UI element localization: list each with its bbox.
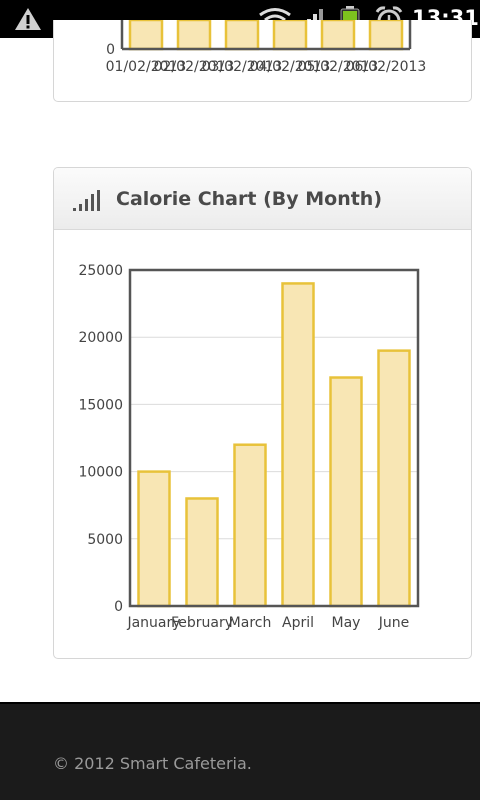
previous-chart: 01/02/201302/02/201303/02/201304/02/2013… [106, 20, 427, 75]
y-tick-label: 10000 [78, 465, 123, 481]
x-tick-label: February [171, 615, 233, 631]
calorie-chart-card: Calorie Chart (By Month) 0 5000 10000 15000… [53, 167, 472, 659]
previous-chart-x-label: 03/02/2013 [202, 59, 283, 75]
x-tick-label: March [229, 615, 272, 631]
calorie-bar-chart: 0 5000 10000 15000 20000 25000 JanuaryFebruary… [78, 263, 420, 631]
footer: © 2012 Smart Cafeteria. [0, 702, 480, 800]
previous-chart-x-label: 01/02/2013 [106, 59, 187, 75]
previous-chart-bar [368, 20, 404, 51]
previous-chart-card: 01/02/2013 02/02/2013 03/02/2013 04/02/2013… [53, 20, 472, 102]
previous-chart-x-label: 05/02/2013 [298, 59, 379, 75]
previous-chart-x-label: 02/02/2013 [154, 59, 235, 75]
y-tick-label: 5000 [87, 532, 123, 548]
signal-bars-icon [73, 190, 100, 211]
previous-chart-bar [128, 20, 164, 51]
bar-march [233, 443, 267, 608]
bar-january [137, 470, 171, 608]
y-tick-label: 25000 [78, 263, 123, 279]
previous-chart-x-label: 06/02/2013 [346, 59, 427, 75]
previous-chart-x-label: 04/02/2013 [250, 59, 331, 75]
bar-may [329, 376, 363, 608]
warning-icon [15, 8, 41, 30]
card-title: Calorie Chart (By Month) [116, 188, 383, 210]
y-tick-label: 0 [114, 599, 123, 615]
calorie-chart-area: 0 5000 10000 15000 20000 25000 January February… [54, 230, 471, 658]
previous-chart-bar [272, 20, 308, 51]
x-tick-label: May [332, 615, 361, 631]
bar-february [185, 497, 219, 608]
x-tick-label: April [282, 615, 314, 631]
plot-frame [128, 268, 420, 608]
bar-june [377, 349, 411, 608]
copyright-text: © 2012 Smart Cafeteria. [53, 754, 252, 773]
y-tick-label: 15000 [78, 397, 123, 413]
previous-chart-bar [176, 20, 212, 51]
previous-chart-y-label: 0 [106, 42, 115, 58]
card-header: Calorie Chart (By Month) [54, 168, 471, 230]
y-tick-label: 20000 [78, 330, 123, 346]
bar-april [281, 282, 315, 608]
previous-chart-bar [320, 20, 356, 51]
previous-chart-bar [224, 20, 260, 51]
x-tick-label: June [378, 615, 410, 631]
x-tick-label: January [126, 615, 180, 631]
